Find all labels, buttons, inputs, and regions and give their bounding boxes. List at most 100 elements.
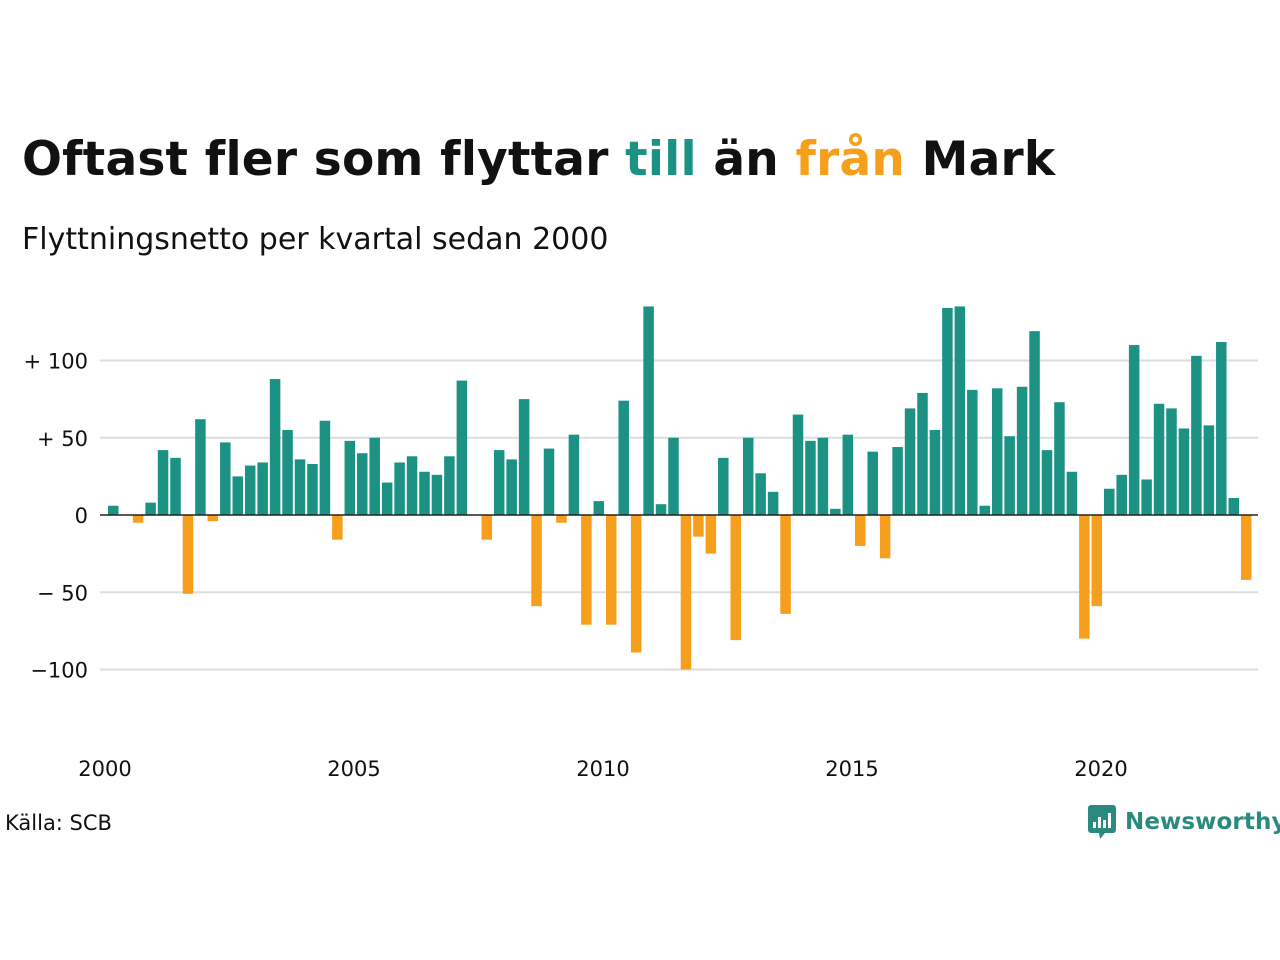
y-tick-label: + 100 [24, 350, 88, 374]
bar [232, 476, 243, 516]
bar [767, 491, 779, 515]
bar [444, 456, 455, 515]
bar [195, 419, 206, 515]
chart-title: Oftast fler som flyttar till än från Mar… [22, 132, 1055, 187]
bar [419, 471, 430, 515]
bar [867, 451, 878, 515]
bar [606, 515, 617, 625]
logo-text: Newsworthy [1125, 809, 1280, 835]
bar [1054, 402, 1065, 515]
bar [381, 482, 393, 515]
bar [1016, 386, 1028, 515]
bar [1216, 341, 1227, 515]
bar [1079, 515, 1090, 639]
bar [406, 456, 418, 515]
bar [967, 389, 978, 515]
bar [307, 464, 318, 515]
bar [942, 307, 953, 515]
title-post: Mark [905, 132, 1056, 187]
bar [680, 515, 692, 670]
bar [481, 515, 492, 540]
bar [1203, 425, 1215, 515]
title-highlight-in: till [625, 132, 697, 187]
bar [780, 515, 791, 614]
bar [1178, 428, 1190, 515]
newsworthy-logo[interactable]: Newsworthy [1088, 804, 1280, 840]
bar [182, 515, 194, 594]
y-tick-label: −100 [30, 659, 88, 683]
bar [817, 437, 829, 515]
bar [1166, 408, 1177, 515]
bar [394, 462, 405, 515]
chart-subtitle: Flyttningsnetto per kvartal sedan 2000 [22, 222, 609, 257]
bar [718, 457, 729, 515]
bar [220, 442, 231, 515]
bar [705, 515, 717, 554]
bar [917, 392, 928, 515]
x-axis-ticks: 2000 2005 2010 2015 2020 [78, 757, 1127, 781]
bar [1029, 331, 1040, 515]
bar [1128, 345, 1140, 515]
bar [344, 440, 356, 515]
bar [506, 459, 517, 515]
bar [593, 501, 605, 515]
bar [518, 399, 530, 516]
bar [581, 515, 592, 625]
bar [842, 434, 854, 515]
bar [493, 450, 505, 515]
bar [108, 505, 119, 515]
bar [1228, 498, 1239, 515]
bar [294, 459, 306, 515]
bar [369, 437, 380, 515]
bar [319, 420, 331, 515]
bar [1141, 479, 1152, 515]
bar [630, 515, 642, 653]
bar [792, 414, 804, 515]
bar [207, 515, 219, 522]
bar [755, 473, 766, 515]
x-tick-label: 2000 [78, 757, 131, 781]
bar [282, 430, 293, 515]
bar [145, 502, 156, 515]
x-tick-label: 2010 [576, 757, 629, 781]
bar [879, 515, 891, 559]
y-tick-label: + 50 [37, 427, 88, 451]
bar [618, 400, 629, 515]
bar [742, 437, 754, 515]
title-highlight-out: från [795, 132, 906, 187]
y-axis-ticks: + 100 + 50 0 − 50 −100 [24, 350, 88, 683]
title-pre: Oftast fler som flyttar [22, 132, 626, 187]
bar [244, 465, 256, 515]
bar [556, 515, 567, 523]
bar [954, 306, 966, 515]
bar [332, 515, 343, 540]
y-tick-label: − 50 [37, 581, 88, 605]
bar [257, 462, 268, 515]
bar [157, 450, 169, 515]
bar [431, 474, 443, 515]
bar [543, 448, 555, 515]
bar [357, 453, 368, 515]
bar [1004, 436, 1015, 515]
bar [1104, 488, 1115, 515]
bar [979, 505, 990, 515]
grid-lines [100, 359, 1258, 671]
y-tick-label: 0 [75, 504, 88, 528]
bar [655, 504, 667, 515]
x-tick-label: 2020 [1074, 757, 1127, 781]
bar [730, 515, 741, 641]
bar [805, 440, 816, 515]
bar [1041, 450, 1053, 515]
x-tick-label: 2005 [327, 757, 380, 781]
bar [269, 379, 281, 515]
bar [1091, 515, 1103, 607]
bar [668, 437, 679, 515]
source-note: Källa: SCB [5, 811, 112, 835]
bar [904, 408, 916, 515]
bar [643, 306, 654, 515]
x-tick-label: 2015 [825, 757, 878, 781]
bar [693, 515, 704, 537]
bar [531, 515, 542, 607]
bar [1066, 471, 1078, 515]
bar [892, 447, 903, 515]
